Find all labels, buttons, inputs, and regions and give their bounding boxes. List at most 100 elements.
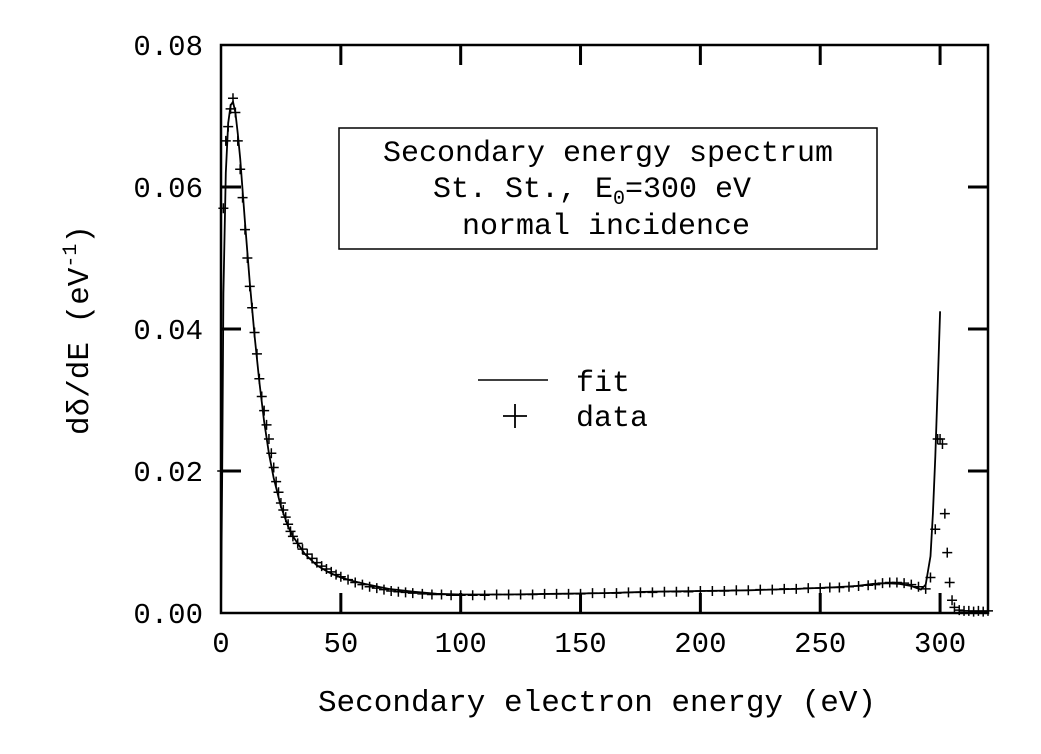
data-point [331, 569, 342, 580]
data-point [335, 571, 346, 582]
legend-data-label: data [576, 402, 648, 436]
y-tick-labels: 0.00 0.02 0.04 0.06 0.08 [133, 31, 203, 632]
legend-fit-label: fit [576, 367, 630, 401]
data-point [587, 588, 598, 599]
data-point [371, 583, 382, 594]
y-axis-title-superscript: -1 [60, 244, 83, 268]
data-point [239, 224, 250, 235]
data-point [743, 585, 754, 596]
data-point [491, 589, 502, 600]
data-point [515, 589, 526, 600]
y-tick-label: 0.02 [133, 457, 203, 490]
data-point [834, 582, 845, 593]
annotation-line-2-subscript: 0 [613, 188, 625, 211]
annotation-frame [338, 127, 878, 250]
data-point [944, 577, 955, 588]
x-tick-label: 100 [435, 628, 487, 661]
data-point [417, 588, 428, 599]
data-point [937, 439, 948, 450]
data-point [364, 581, 375, 592]
legend-data-swatch [503, 404, 527, 428]
data-point [920, 583, 931, 594]
data-point [659, 586, 670, 597]
data-point [251, 348, 262, 359]
data-point [271, 476, 282, 487]
data-point [683, 586, 694, 597]
data-point [803, 583, 814, 594]
data-point [343, 574, 354, 585]
data-point [563, 588, 574, 599]
x-tick-label: 250 [794, 628, 846, 661]
data-point [280, 512, 291, 523]
data-point [232, 135, 243, 146]
data-point [275, 497, 286, 508]
data-point [249, 327, 260, 338]
data-point [259, 405, 270, 416]
data-point [527, 589, 538, 600]
data-point [983, 605, 993, 616]
data-point [467, 590, 478, 601]
data-point [575, 588, 586, 599]
data-point [235, 164, 246, 175]
data-point [237, 192, 248, 203]
data-point [223, 121, 234, 132]
annotation-line-3: normal incidence [462, 210, 750, 244]
data-point [755, 584, 766, 595]
data-point [220, 135, 231, 146]
data-point [671, 586, 682, 597]
data-point [227, 93, 238, 104]
legend: fit data [478, 367, 648, 436]
data-point [446, 590, 457, 601]
data-point [899, 578, 910, 589]
data-point [930, 524, 941, 535]
data-point [479, 590, 490, 601]
data-point [242, 253, 253, 263]
data-point [767, 584, 778, 595]
data-point [244, 281, 255, 292]
data-point [731, 585, 742, 596]
data-point [925, 572, 936, 583]
data-point [247, 302, 258, 313]
data-series-points [217, 93, 993, 617]
y-tick-label: 0.06 [133, 173, 203, 206]
data-point [268, 462, 279, 473]
annotation-line-2-suffix: =300 eV [625, 173, 751, 207]
data-point [635, 587, 646, 598]
x-tick-label: 300 [914, 628, 966, 661]
annotation-line-2-prefix: St. St., E [433, 173, 613, 207]
data-point [285, 526, 296, 537]
data-point [947, 595, 958, 606]
data-point [256, 391, 267, 402]
y-tick-label: 0.04 [133, 315, 203, 348]
data-point [254, 373, 265, 384]
data-point [297, 544, 308, 555]
data-point [611, 588, 622, 599]
data-point [719, 585, 730, 596]
data-point [939, 508, 950, 519]
series-layer [217, 93, 993, 617]
x-tick-labels: 0 50 100 150 200 250 300 [212, 628, 966, 661]
data-point [647, 587, 658, 598]
data-point [292, 538, 303, 549]
data-point [623, 587, 634, 598]
data-point [503, 589, 514, 600]
x-tick-label: 150 [554, 628, 606, 661]
x-tick-label: 50 [323, 628, 358, 661]
data-point [283, 519, 294, 530]
data-point [378, 584, 389, 595]
data-point [357, 579, 368, 590]
data-point [436, 589, 447, 600]
data-point [407, 588, 418, 599]
y-axis-title-main: dδ/dE (eV [63, 267, 98, 435]
data-point [824, 582, 835, 593]
data-point [539, 588, 550, 599]
data-point [791, 583, 802, 594]
data-point [426, 589, 437, 600]
y-axis-title-close: ) [63, 225, 98, 244]
annotation-box: Secondary energy spectrum St. St., E0=30… [338, 127, 878, 250]
data-point [217, 466, 228, 476]
data-point [307, 553, 318, 564]
data-point [278, 505, 289, 516]
data-point [551, 588, 562, 599]
data-point [843, 581, 854, 592]
